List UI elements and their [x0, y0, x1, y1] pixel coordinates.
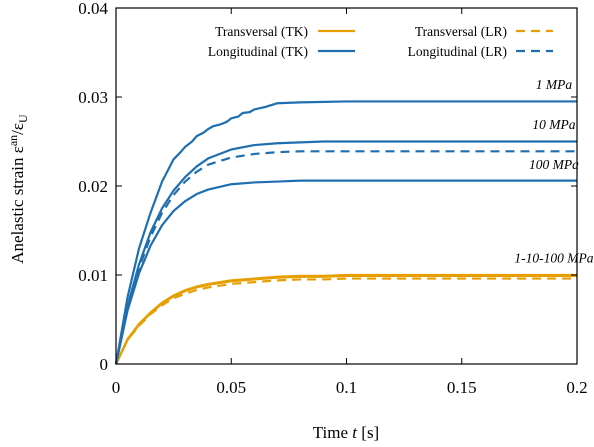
annotations: 1 MPa 10 MPa 100 MPa 1-10-100 MPa: [514, 77, 593, 266]
curve-annotation: 1 MPa: [536, 77, 573, 92]
curve-annotation: 100 MPa: [529, 157, 579, 172]
y-tick-label: 0.04: [78, 0, 108, 18]
x-axis-title: Time t [s]: [313, 423, 379, 442]
x-tick-label: 0.05: [216, 378, 246, 397]
legend-label: Longitudinal (TK): [208, 44, 308, 59]
y-tick-label: 0.03: [78, 88, 108, 107]
series-layer: [114, 100, 577, 365]
y-axis-title-symbol: ε: [8, 146, 27, 153]
x-tick-label: 0.1: [336, 378, 357, 397]
x-tick-label: 0.2: [566, 378, 587, 397]
plot-frame: [115, 7, 578, 365]
x-axis-title-main: Time: [313, 423, 348, 442]
y-axis-title-main: Anelastic strain: [8, 157, 27, 264]
axis-ticks: [115, 7, 578, 365]
y-tick-labels: 0 0.01 0.02 0.03 0.04: [78, 0, 108, 374]
curve-annotation: 1-10-100 MPa: [514, 251, 593, 266]
y-axis-title: Anelastic strain εan/εU: [6, 114, 30, 264]
y-axis-title-sup: an: [6, 135, 20, 146]
x-tick-label: 0.15: [447, 378, 477, 397]
curve-annotation: 10 MPa: [532, 117, 575, 132]
y-tick-label: 0.01: [78, 266, 108, 285]
series-line-longitudinal-solid-4: [114, 140, 577, 365]
plot-area: 1 MPa 10 MPa 100 MPa 1-10-100 MPa Transvers…: [114, 7, 594, 365]
series-line-transversal-solid-0: [115, 273, 577, 365]
series-line-longitudinal-solid-3: [114, 100, 577, 365]
y-tick-label: 0: [100, 355, 109, 374]
y-tick-label: 0.02: [78, 177, 108, 196]
x-axis-title-unit: [s]: [361, 423, 379, 442]
legend-label: Transversal (LR): [415, 24, 507, 39]
legend: Transversal (TK) Transversal (LR) Longitud…: [208, 24, 553, 59]
legend-label: Longitudinal (LR): [408, 44, 507, 59]
x-tick-labels: 0 0.05 0.1 0.15 0.2: [112, 378, 588, 397]
series-line-longitudinal-solid-6: [114, 179, 577, 365]
legend-label: Transversal (TK): [215, 24, 308, 39]
series-line-longitudinal-dashed-5: [114, 150, 577, 365]
x-tick-label: 0: [112, 378, 121, 397]
y-axis-title-sub: U: [16, 114, 30, 123]
y-axis-title-div: /ε: [8, 123, 27, 135]
series-line-transversal-dashed-2: [115, 277, 577, 365]
x-axis-title-var: t: [352, 423, 358, 442]
